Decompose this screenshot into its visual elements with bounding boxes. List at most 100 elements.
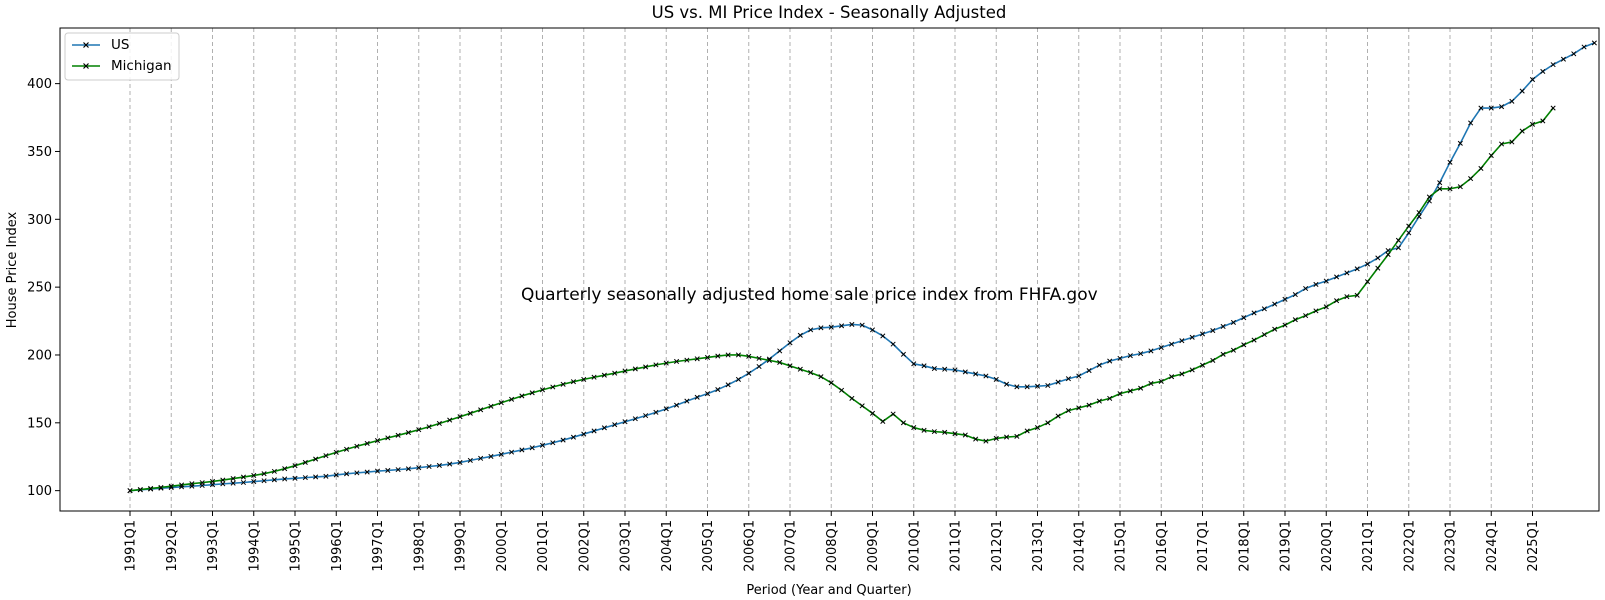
- data-point-us-52: [663, 406, 669, 412]
- data-point-michigan-136: [1529, 121, 1536, 127]
- x-tick-label-1999Q1: 1999Q1: [454, 520, 469, 572]
- data-point-michigan-134: [1509, 139, 1515, 145]
- data-point-michigan-13: [261, 471, 267, 477]
- data-point-michigan-11: [240, 474, 246, 480]
- x-tick-label-2000Q1: 2000Q1: [495, 520, 510, 572]
- x-tick-label-2008Q1: 2008Q1: [825, 520, 840, 572]
- data-point-michigan-45: [591, 374, 597, 380]
- data-point-michigan-129: [1457, 184, 1463, 190]
- data-point-us-50: [643, 413, 649, 419]
- x-tick-label-2022Q1: 2022Q1: [1402, 520, 1417, 572]
- data-point-us-57: [715, 387, 721, 393]
- x-tick-label-1992Q1: 1992Q1: [165, 520, 180, 572]
- data-point-michigan-6: [189, 481, 195, 487]
- data-point-us-133: [1499, 104, 1505, 110]
- y-tick-label-100: 100: [27, 484, 52, 499]
- data-point-us-96: [1117, 355, 1123, 361]
- data-point-us-53: [674, 402, 680, 408]
- data-point-us-75: [900, 351, 906, 357]
- data-point-us-115: [1313, 281, 1319, 287]
- data-point-us-42: [560, 437, 566, 443]
- x-tick-label-2017Q1: 2017Q1: [1196, 520, 1211, 572]
- data-point-michigan-14: [271, 468, 277, 474]
- data-point-michigan-10: [230, 476, 236, 482]
- y-tick-label-400: 400: [27, 77, 52, 92]
- data-point-michigan-33: [467, 410, 473, 416]
- series-lines: [127, 40, 1597, 494]
- data-point-us-82: [973, 371, 979, 377]
- data-point-michigan-117: [1334, 298, 1340, 304]
- x-tick-label-2021Q1: 2021Q1: [1361, 520, 1376, 572]
- data-point-michigan-63: [777, 359, 783, 365]
- data-point-michigan-98: [1138, 385, 1144, 391]
- data-point-us-113: [1292, 292, 1298, 298]
- data-point-us-79: [942, 366, 948, 372]
- data-point-michigan-133: [1499, 141, 1505, 147]
- data-point-michigan-28: [416, 427, 422, 433]
- data-point-michigan-99: [1148, 380, 1154, 387]
- data-point-us-64: [787, 340, 793, 346]
- data-point-us-10: [230, 480, 236, 486]
- data-point-michigan-67: [818, 374, 824, 380]
- data-point-michigan-83: [983, 438, 989, 444]
- data-point-michigan-76: [911, 425, 917, 431]
- data-point-us-17: [302, 475, 308, 481]
- data-point-us-15: [282, 476, 288, 482]
- data-point-us-31: [447, 461, 453, 467]
- data-point-michigan-106: [1220, 351, 1226, 357]
- data-point-us-25: [385, 467, 391, 473]
- data-point-michigan-70: [849, 395, 855, 401]
- data-point-us-21: [344, 471, 350, 477]
- data-point-us-13: [261, 478, 267, 484]
- data-point-michigan-21: [344, 446, 350, 452]
- data-point-michigan-132: [1488, 152, 1494, 159]
- data-point-us-27: [405, 466, 411, 472]
- data-point-us-95: [1107, 358, 1113, 364]
- x-tick-label-2020Q1: 2020Q1: [1320, 520, 1335, 572]
- data-point-michigan-100: [1158, 378, 1164, 384]
- data-point-us-83: [983, 373, 989, 379]
- data-point-us-99: [1148, 348, 1154, 354]
- data-point-michigan-50: [643, 364, 649, 370]
- data-point-michigan-87: [1024, 428, 1030, 434]
- data-point-us-58: [725, 382, 731, 388]
- data-point-michigan-74: [890, 411, 896, 417]
- data-point-michigan-113: [1292, 317, 1298, 323]
- data-point-michigan-128: [1447, 186, 1453, 192]
- data-point-michigan-92: [1076, 405, 1082, 411]
- data-point-michigan-40: [539, 387, 546, 393]
- data-point-michigan-60: [746, 353, 752, 359]
- x-tick-label-2014Q1: 2014Q1: [1072, 520, 1087, 572]
- legend-us-label: US: [111, 37, 129, 53]
- data-point-us-33: [467, 457, 473, 463]
- data-point-us-24: [374, 468, 381, 474]
- data-point-us-140: [1571, 51, 1577, 57]
- data-point-us-132: [1488, 105, 1494, 111]
- data-point-michigan-19: [323, 453, 329, 459]
- data-point-us-45: [591, 428, 597, 434]
- data-point-us-104: [1199, 331, 1206, 337]
- data-point-michigan-58: [725, 352, 731, 358]
- data-point-michigan-89: [1045, 420, 1051, 426]
- data-point-michigan-85: [1004, 434, 1010, 440]
- x-tick-label-2025Q1: 2025Q1: [1526, 520, 1541, 572]
- data-point-us-131: [1478, 105, 1484, 111]
- data-point-michigan-137: [1540, 118, 1546, 124]
- x-axis-title: Period (Year and Quarter): [746, 583, 911, 598]
- data-point-us-102: [1179, 338, 1185, 344]
- data-point-michigan-82: [973, 436, 979, 442]
- data-point-us-77: [921, 363, 927, 369]
- data-point-us-34: [478, 455, 484, 461]
- data-point-michigan-59: [735, 352, 741, 358]
- data-point-michigan-20: [333, 449, 339, 455]
- data-point-us-29: [426, 463, 432, 470]
- data-point-michigan-104: [1199, 362, 1206, 368]
- y-tick-label-350: 350: [27, 145, 52, 160]
- data-point-michigan-49: [632, 366, 638, 372]
- data-point-michigan-112: [1282, 322, 1288, 328]
- x-tick-label-2004Q1: 2004Q1: [660, 520, 675, 572]
- x-tick-label-2003Q1: 2003Q1: [619, 520, 634, 572]
- data-point-michigan-7: [199, 480, 205, 486]
- x-tick-label-1998Q1: 1998Q1: [412, 520, 427, 572]
